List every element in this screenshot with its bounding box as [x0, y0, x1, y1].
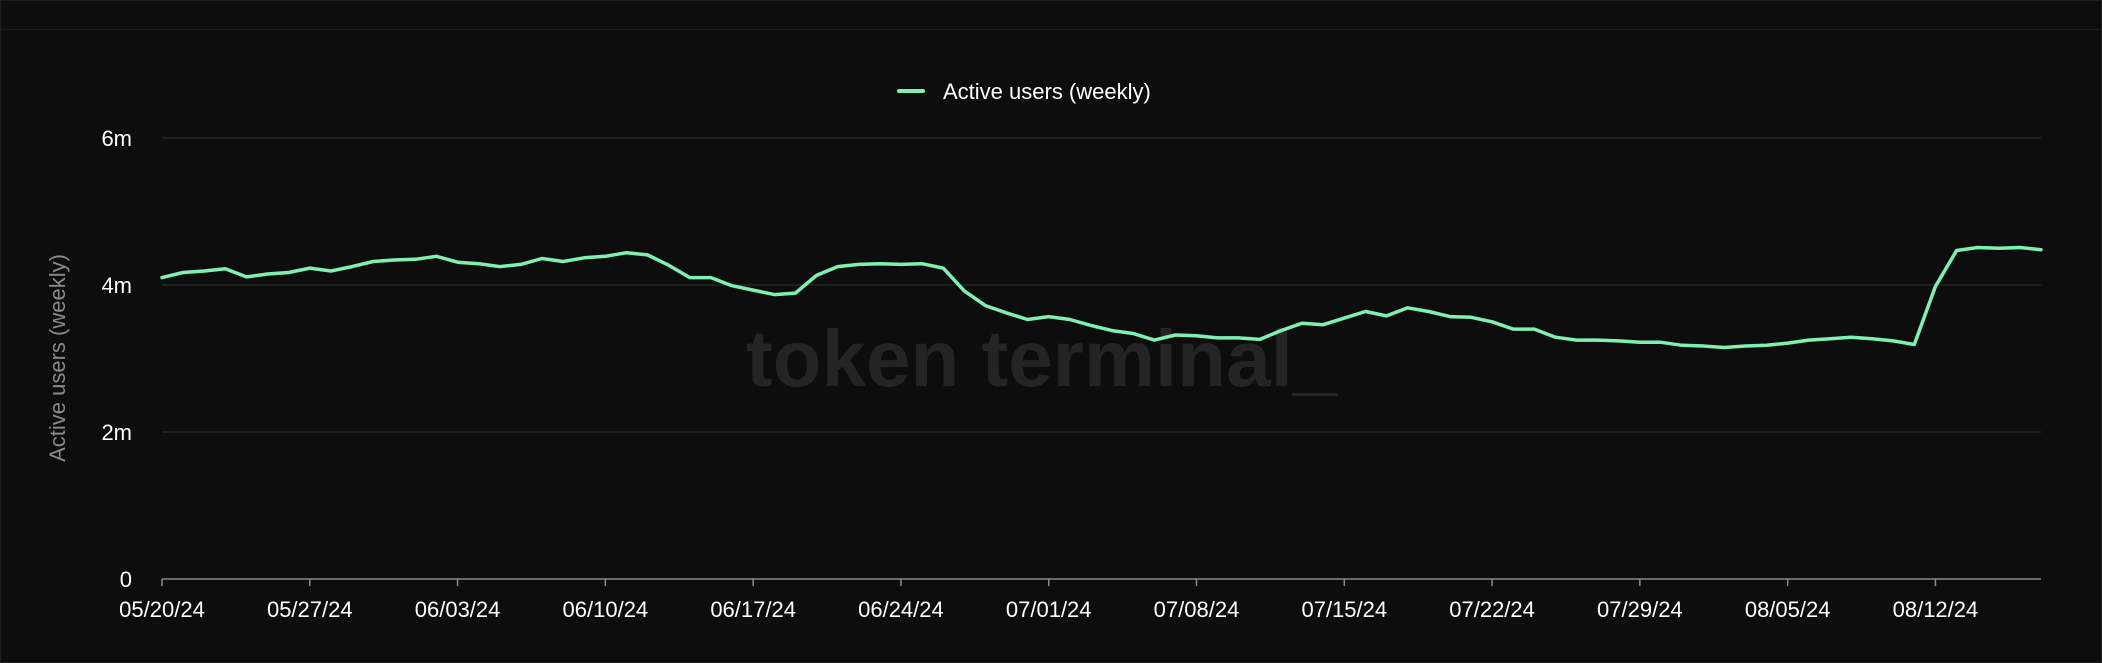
x-tick-label: 08/05/24 — [1745, 597, 1831, 622]
x-tick-label: 06/24/24 — [858, 597, 944, 622]
gridlines — [162, 137, 2041, 433]
x-tick-label: 07/22/24 — [1449, 597, 1535, 622]
x-tick-label: 07/01/24 — [1006, 597, 1092, 622]
x-tick-label: 06/17/24 — [710, 597, 796, 622]
legend[interactable]: Active users (weekly) — [897, 79, 1151, 104]
x-tick-label: 08/12/24 — [1893, 597, 1979, 622]
y-axis-ticks: 0 2m 4m 6m — [101, 126, 132, 592]
watermark: token terminal_ — [746, 314, 1339, 403]
x-tick-label: 07/15/24 — [1301, 597, 1387, 622]
y-tick-label: 0 — [120, 567, 132, 592]
series-line-active-users[interactable] — [160, 245, 2043, 350]
x-tick-label: 07/08/24 — [1154, 597, 1240, 622]
series-layer — [160, 245, 2043, 350]
y-tick-label: 6m — [101, 126, 132, 151]
legend-label: Active users (weekly) — [943, 79, 1151, 104]
y-tick-label: 2m — [101, 420, 132, 445]
panel-header-divider — [1, 29, 2101, 30]
x-tick-label: 06/10/24 — [563, 597, 649, 622]
x-tick-label: 06/03/24 — [415, 597, 501, 622]
x-tick-label: 05/20/24 — [119, 597, 205, 622]
y-axis-title: Active users (weekly) — [45, 254, 70, 462]
x-tick-label: 07/29/24 — [1597, 597, 1683, 622]
y-tick-label: 4m — [101, 273, 132, 298]
x-axis: 05/20/24 05/27/24 06/03/24 06/10/24 06/17/24… — [119, 578, 2041, 622]
x-tick-label: 05/27/24 — [267, 597, 353, 622]
